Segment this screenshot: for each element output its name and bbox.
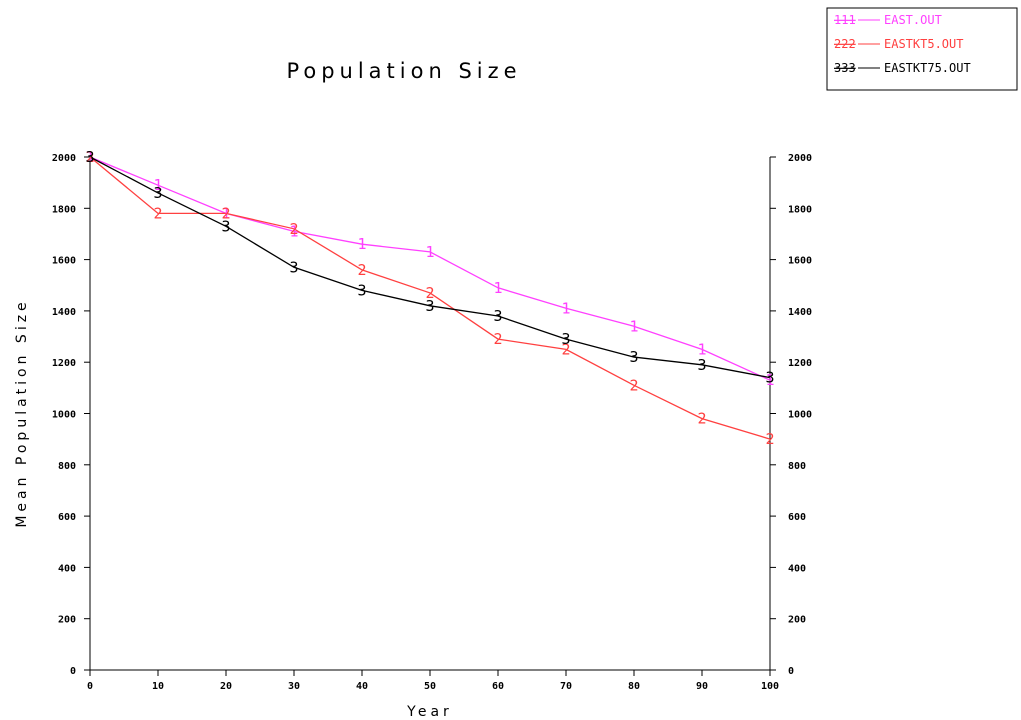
y-tick-label-right: 1400 <box>788 307 812 318</box>
data-point-marker: 1 <box>289 222 298 240</box>
y-tick-label-right: 400 <box>788 563 806 574</box>
y-tick-label-right: 2000 <box>788 153 812 164</box>
data-point-marker: 1 <box>765 371 774 389</box>
y-tick-label-left: 0 <box>70 666 76 677</box>
data-point-marker: 1 <box>561 299 570 317</box>
y-tick-label-left: 400 <box>58 563 76 574</box>
legend-label: EASTKT5.OUT <box>884 37 963 51</box>
legend: 111 EAST.OUT 222 EASTKT5.OUT 333 EASTKT75.OUT <box>826 7 1018 91</box>
chart-title: Population Size <box>286 59 521 83</box>
y-tick-label-left: 600 <box>58 512 76 523</box>
y-tick-label-right: 1800 <box>788 204 812 215</box>
y-tick-label-left: 1200 <box>52 358 76 369</box>
data-point-marker: 2 <box>765 430 774 448</box>
data-point-marker: 3 <box>697 356 706 374</box>
y-tick-label-right: 1000 <box>788 410 812 421</box>
data-point-marker: 3 <box>85 148 94 166</box>
legend-marker: 222 <box>834 37 856 51</box>
data-point-marker: 2 <box>357 261 366 279</box>
x-axis-label: Year <box>406 704 453 720</box>
data-point-marker: 1 <box>629 317 638 335</box>
y-tick-label-right: 600 <box>788 512 806 523</box>
data-point-marker: 3 <box>289 258 298 276</box>
data-point-marker: 2 <box>629 376 638 394</box>
x-tick-label: 10 <box>152 681 164 692</box>
y-tick-label-right: 800 <box>788 461 806 472</box>
legend-box <box>826 7 1018 91</box>
data-point-marker: 3 <box>629 348 638 366</box>
series-line-1 <box>89 156 771 381</box>
y-tick-label-left: 1400 <box>52 307 76 318</box>
x-tick-label: 40 <box>356 681 368 692</box>
data-point-marker: 1 <box>493 279 502 297</box>
x-tick-label: 70 <box>560 681 572 692</box>
x-tick-label: 0 <box>87 681 93 692</box>
data-point-marker: 3 <box>765 369 774 387</box>
x-tick-label: 90 <box>696 681 708 692</box>
data-point-marker: 2 <box>425 284 434 302</box>
series-lines <box>89 156 771 440</box>
data-point-marker: 3 <box>153 184 162 202</box>
y-tick-label-left: 1600 <box>52 256 76 267</box>
axes <box>89 157 771 671</box>
data-point-marker: 3 <box>357 281 366 299</box>
data-point-marker: 1 <box>425 243 434 261</box>
legend-label: EASTKT75.OUT <box>884 61 971 75</box>
legend-marker: 111 <box>834 13 856 27</box>
y-tick-label-left: 800 <box>58 461 76 472</box>
data-point-marker: 2 <box>493 330 502 348</box>
legend-marker: 333 <box>834 61 856 75</box>
y-tick-label-left: 1800 <box>52 204 76 215</box>
data-point-marker: 2 <box>85 148 94 166</box>
x-tick-label: 60 <box>492 681 504 692</box>
x-tick-label: 80 <box>628 681 640 692</box>
data-point-marker: 2 <box>289 220 298 238</box>
data-point-marker: 2 <box>561 340 570 358</box>
data-point-marker: 3 <box>221 217 230 235</box>
data-point-marker: 1 <box>85 148 94 166</box>
y-tick-label-right: 1200 <box>788 358 812 369</box>
y-tick-label-left: 200 <box>58 615 76 626</box>
x-tick-label: 100 <box>761 681 779 692</box>
y-tick-label-left: 2000 <box>52 153 76 164</box>
data-point-marker: 3 <box>425 297 434 315</box>
series-line-2 <box>89 156 771 440</box>
x-tick-label: 50 <box>424 681 436 692</box>
y-tick-label-right: 0 <box>788 666 794 677</box>
legend-label: EAST.OUT <box>884 13 942 27</box>
data-point-marker: 1 <box>697 340 706 358</box>
data-point-marker: 1 <box>153 176 162 194</box>
data-point-marker: 1 <box>357 235 366 253</box>
data-point-marker: 2 <box>153 204 162 222</box>
data-point-marker: 3 <box>561 330 570 348</box>
data-point-marker: 1 <box>221 204 230 222</box>
x-tick-label: 30 <box>288 681 300 692</box>
series-line-3 <box>89 156 771 379</box>
data-point-marker: 2 <box>221 204 230 222</box>
y-tick-label-left: 1000 <box>52 410 76 421</box>
data-point-marker: 3 <box>493 307 502 325</box>
data-point-marker: 2 <box>697 410 706 428</box>
y-tick-label-right: 200 <box>788 615 806 626</box>
y-axis-label: Mean Population Size <box>14 298 30 527</box>
x-tick-label: 20 <box>220 681 232 692</box>
y-tick-label-right: 1600 <box>788 256 812 267</box>
